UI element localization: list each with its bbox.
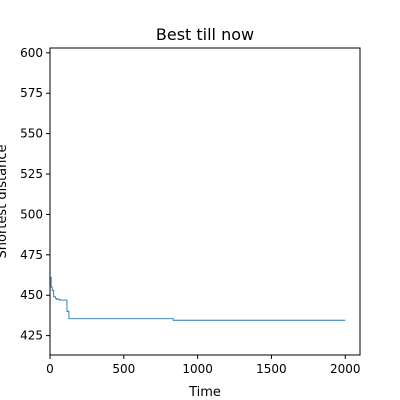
y-tick-label: 600 (20, 46, 43, 60)
x-tick-label: 1000 (182, 362, 213, 376)
y-axis-label: Shortest distance (0, 145, 10, 259)
series-line (50, 276, 346, 321)
y-tick-label: 550 (20, 127, 43, 141)
plot-area (50, 276, 346, 321)
x-axis-label: Time (188, 385, 221, 400)
y-tick-label: 425 (20, 329, 43, 343)
x-tick-label: 1500 (256, 362, 287, 376)
y-tick-label: 525 (20, 167, 43, 181)
axis-ticks: 0 500 1000 1500 2000 425 450 475 500 525 550 575 600 (20, 46, 360, 376)
chart-title: Best till now (156, 25, 254, 44)
x-tick-label: 500 (112, 362, 135, 376)
y-tick-label: 450 (20, 288, 43, 302)
y-tick-label: 475 (20, 248, 43, 262)
y-tick-label: 500 (20, 207, 43, 221)
y-axis-label-group: Shortest distance (0, 145, 10, 259)
y-tick-label: 575 (20, 86, 43, 100)
x-tick-label: 2000 (330, 362, 361, 376)
plot-frame (49, 47, 361, 356)
x-tick-label: 0 (46, 362, 54, 376)
